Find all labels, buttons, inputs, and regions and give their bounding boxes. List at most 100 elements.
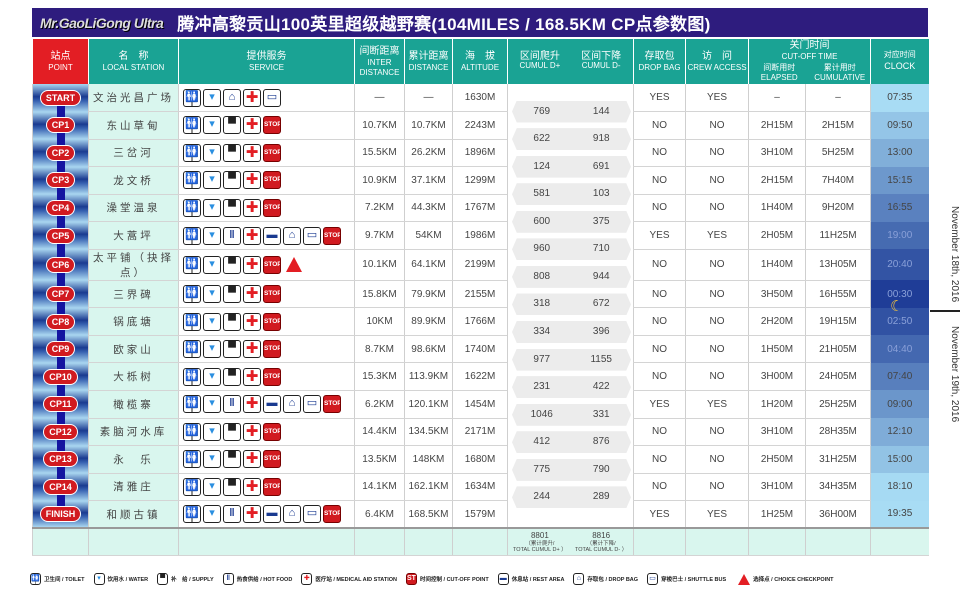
table-header: 站点 POINT 名 称 LOCAL STATION 提供服务 SERVICE 间断距… bbox=[32, 39, 929, 84]
route-line bbox=[56, 207, 65, 236]
segment-climb: 977 1155 bbox=[512, 348, 631, 371]
water-icon: ▾ bbox=[93, 573, 105, 585]
col-service: 提供服务 SERVICE bbox=[178, 39, 355, 84]
drop-bag: NO bbox=[633, 166, 686, 195]
segment-ascent: 769 bbox=[533, 105, 551, 117]
empty-cell bbox=[805, 527, 871, 557]
table-row: CP1 东山草甸 🚻 ▾ ▀ ✚ STOP 10.7KM 10.7KM 2243M NO NO 2H15… bbox=[32, 111, 929, 153]
inter-distance: 13.5KM bbox=[354, 445, 405, 474]
service-icons: 🚻 ▾ ▀ ✚ STOP bbox=[178, 307, 355, 336]
bus-icon: ▭ bbox=[263, 88, 281, 107]
elapsed-time: 1H40M bbox=[748, 194, 806, 223]
elapsed-time: 3H10M bbox=[748, 418, 806, 447]
toilet-icon: 🚻 bbox=[183, 450, 201, 469]
checkpoint-badge: CP1 bbox=[45, 117, 76, 134]
water-icon: ▾ bbox=[203, 143, 221, 162]
segment-descent: 876 bbox=[592, 436, 610, 448]
crew-access: YES bbox=[685, 500, 749, 529]
dropbag-icon: ⌂ bbox=[283, 226, 301, 245]
clock-time: 07:40 bbox=[870, 362, 929, 391]
bus-icon: ▭ bbox=[303, 226, 321, 245]
medical-icon: ✚ bbox=[243, 422, 261, 441]
crew-access: NO bbox=[685, 280, 749, 309]
table-row: CP9 欧家山 🚻 ▾ ▀ ✚ STOP 8.7KM 98.6KM 1740M NO NO 1H50M 2… bbox=[32, 335, 929, 377]
altitude: 1986M bbox=[452, 221, 508, 250]
altitude: 2155M bbox=[452, 280, 508, 309]
stop-icon: STOP bbox=[263, 450, 281, 469]
clock-time: 19:35 bbox=[870, 500, 929, 529]
water-icon: ▾ bbox=[203, 340, 221, 359]
hotfood-icon: ǁ bbox=[223, 226, 241, 245]
clock-time: 09:50 bbox=[870, 111, 929, 140]
checkpoint-badge: CP4 bbox=[45, 199, 76, 216]
table-row: CP3 龙文桥 🚻 ▾ ▀ ✚ STOP 10.9KM 37.1KM 1299M NO NO 2H15M… bbox=[32, 166, 929, 208]
crew-access: NO bbox=[685, 139, 749, 168]
crew-access: NO bbox=[685, 418, 749, 447]
inter-distance: 10.1KM bbox=[354, 249, 405, 281]
station-name: 澡堂温泉 bbox=[88, 194, 179, 223]
logo: Mr.GaoLiGong Ultra bbox=[40, 14, 164, 31]
legend-item: STOP时间控制 / CUT-OFF POINT bbox=[406, 573, 489, 585]
crew-access: NO bbox=[685, 335, 749, 364]
medical-icon: ✚ bbox=[243, 171, 261, 190]
point-cell: CP12 bbox=[32, 418, 89, 460]
inter-distance: 10.9KM bbox=[354, 166, 405, 195]
station-name: 三岔河 bbox=[88, 139, 179, 168]
distance: 98.6KM bbox=[404, 335, 453, 364]
table-row: CP10 大栎树 🚻 ▾ ▀ ✚ STOP 15.3KM 113.9KM 1622M NO NO 3H0… bbox=[32, 362, 929, 405]
service-icons: 🚻 ▾ ▀ ✚ STOP bbox=[178, 280, 355, 309]
route-line bbox=[56, 294, 65, 322]
empty-cell bbox=[685, 527, 749, 557]
legend-label: 补 给 / SUPPLY bbox=[171, 577, 214, 583]
date-day2: November 19th, 2016 bbox=[949, 325, 960, 423]
water-icon: ▾ bbox=[203, 477, 221, 496]
ascent-descent-column: 769 144 622 918 124 691 581 103 600 375 960 710 808 9… bbox=[507, 84, 634, 529]
drop-bag: NO bbox=[633, 111, 686, 140]
route-line bbox=[56, 152, 65, 181]
segment-climb: 581 103 bbox=[512, 183, 631, 206]
water-icon: ▾ bbox=[203, 198, 221, 217]
altitude: 1680M bbox=[452, 445, 508, 474]
service-icons: 🚻 ▾ ▀ ✚ STOP bbox=[178, 445, 355, 474]
segment-descent: 790 bbox=[592, 463, 610, 475]
elapsed-time: – bbox=[748, 84, 806, 113]
checkpoint-badge: FINISH bbox=[39, 505, 82, 522]
checkpoint-badge: CP13 bbox=[43, 451, 78, 468]
altitude: 1740M bbox=[452, 335, 508, 364]
supply-icon: ▀ bbox=[223, 450, 241, 469]
toilet-icon: 🚻 bbox=[183, 477, 201, 496]
empty-cell bbox=[404, 527, 453, 557]
water-icon: ▾ bbox=[203, 171, 221, 190]
empty-cell bbox=[452, 527, 508, 557]
medical-icon: ✚ bbox=[243, 255, 261, 274]
elapsed-time: 3H10M bbox=[748, 139, 806, 168]
medical-icon: ✚ bbox=[301, 573, 313, 585]
segment-descent: 672 bbox=[592, 298, 610, 310]
station-name: 清雅庄 bbox=[88, 473, 179, 502]
medical-icon: ✚ bbox=[243, 198, 261, 217]
total-down-value: 8816 bbox=[592, 530, 611, 540]
bus-icon: ▭ bbox=[303, 395, 321, 414]
segment-climb: 231 422 bbox=[512, 376, 631, 399]
medical-icon: ✚ bbox=[243, 340, 261, 359]
legend-label: 卫生间 / TOILET bbox=[44, 577, 85, 583]
route-line bbox=[56, 321, 65, 350]
medical-icon: ✚ bbox=[243, 116, 261, 135]
table-row: CP8 锅底塘 🚻 ▾ ▀ ✚ STOP 10KM 89.9KM 1766M NO NO 2H20M 19… bbox=[32, 307, 929, 350]
col-inter: 间断距离 INTER DISTANCE bbox=[354, 39, 405, 84]
elapsed-time: 3H50M bbox=[748, 280, 806, 309]
stop-icon: STOP bbox=[263, 285, 281, 304]
empty-cell bbox=[32, 527, 89, 557]
col-cutoff: 关门时间 CUT-OFF TIME 间断用时 ELAPSED 累计用时 CUMULATI… bbox=[748, 39, 871, 84]
altitude: 1579M bbox=[452, 500, 508, 529]
rest-icon: ▬ bbox=[263, 226, 281, 245]
total-down-en: TOTAL CUMUL D- ） bbox=[574, 546, 628, 553]
toilet-icon: 🚻 bbox=[183, 367, 201, 386]
toilet-icon: 🚻 bbox=[183, 312, 201, 331]
drop-bag: NO bbox=[633, 445, 686, 474]
segment-climb: 318 672 bbox=[512, 293, 631, 316]
cumulative-time: 24H05M bbox=[805, 362, 871, 391]
segment-descent: 1155 bbox=[590, 353, 612, 365]
elapsed-time: 2H50M bbox=[748, 445, 806, 474]
segment-ascent: 581 bbox=[533, 188, 551, 200]
